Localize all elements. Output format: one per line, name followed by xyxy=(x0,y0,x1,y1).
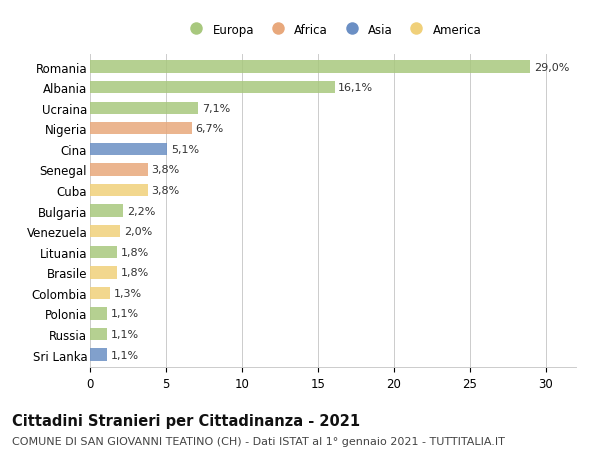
Bar xyxy=(90,308,107,320)
Text: 2,0%: 2,0% xyxy=(124,227,152,237)
Bar xyxy=(90,349,107,361)
Text: 1,8%: 1,8% xyxy=(121,247,149,257)
Text: 1,3%: 1,3% xyxy=(113,288,142,298)
Bar xyxy=(90,225,121,238)
Bar xyxy=(90,246,118,258)
Text: 2,2%: 2,2% xyxy=(127,206,155,216)
Text: 6,7%: 6,7% xyxy=(196,124,224,134)
Text: 1,1%: 1,1% xyxy=(110,330,139,339)
Legend: Europa, Africa, Asia, America: Europa, Africa, Asia, America xyxy=(184,23,482,36)
Bar xyxy=(90,164,148,176)
Text: COMUNE DI SAN GIOVANNI TEATINO (CH) - Dati ISTAT al 1° gennaio 2021 - TUTTITALIA: COMUNE DI SAN GIOVANNI TEATINO (CH) - Da… xyxy=(12,436,505,446)
Bar xyxy=(90,102,198,115)
Text: 5,1%: 5,1% xyxy=(171,145,199,155)
Text: 16,1%: 16,1% xyxy=(338,83,373,93)
Bar xyxy=(90,143,167,156)
Bar xyxy=(90,267,118,279)
Bar xyxy=(90,328,107,341)
Bar xyxy=(90,205,124,217)
Text: 3,8%: 3,8% xyxy=(152,185,180,196)
Text: 1,1%: 1,1% xyxy=(110,309,139,319)
Bar xyxy=(90,82,335,94)
Text: Cittadini Stranieri per Cittadinanza - 2021: Cittadini Stranieri per Cittadinanza - 2… xyxy=(12,413,360,428)
Text: 7,1%: 7,1% xyxy=(202,103,230,113)
Bar xyxy=(90,123,192,135)
Text: 1,8%: 1,8% xyxy=(121,268,149,278)
Text: 1,1%: 1,1% xyxy=(110,350,139,360)
Bar xyxy=(90,287,110,299)
Bar xyxy=(90,185,148,197)
Text: 29,0%: 29,0% xyxy=(534,62,569,73)
Text: 3,8%: 3,8% xyxy=(152,165,180,175)
Bar xyxy=(90,61,530,73)
